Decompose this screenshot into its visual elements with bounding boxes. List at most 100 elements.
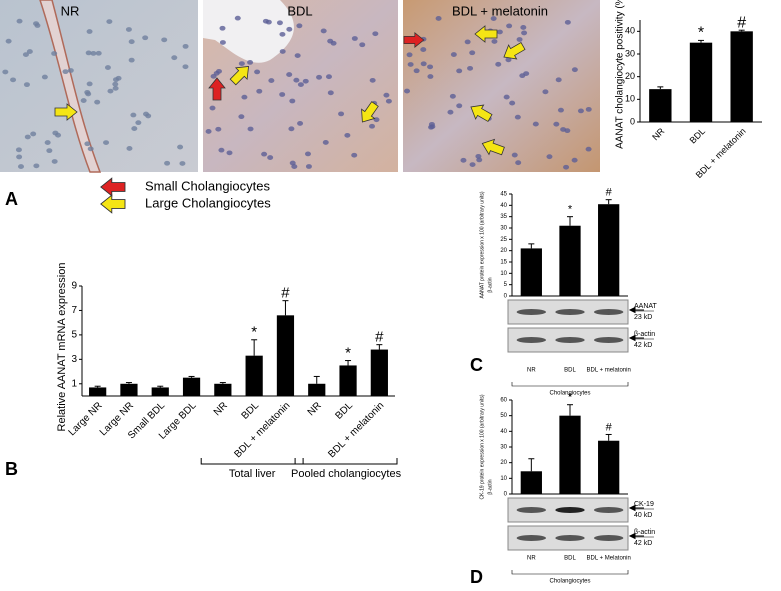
nucleus: [291, 164, 298, 169]
group-label: Cholangiocytes: [549, 391, 590, 397]
bar-label: #: [375, 329, 384, 346]
nucleus: [2, 69, 9, 75]
nucleus: [256, 88, 263, 94]
x-tick-label: NR: [527, 556, 536, 562]
arrow: [229, 65, 250, 86]
nucleus: [407, 62, 414, 67]
bar: [214, 383, 232, 396]
nucleus: [182, 43, 189, 49]
bar-label: *: [345, 345, 351, 362]
y-tick-label: 9: [71, 281, 77, 292]
blot-band: [516, 309, 547, 315]
nucleus: [296, 23, 303, 29]
nucleus: [115, 75, 122, 81]
nucleus: [460, 157, 467, 163]
nucleus: [125, 27, 132, 32]
bar: [276, 315, 295, 396]
nucleus: [143, 111, 150, 117]
bar: [120, 383, 138, 396]
bar: [559, 415, 581, 494]
bar: [245, 355, 263, 396]
blot-band: [593, 507, 624, 513]
nucleus: [503, 94, 510, 100]
bar: [559, 225, 581, 296]
bar: [520, 248, 542, 296]
nucleus: [428, 121, 435, 127]
group-bracket: [511, 382, 629, 387]
y-tick-label: 7: [71, 305, 77, 316]
y-tick-label: 20: [500, 248, 507, 254]
nucleus: [90, 51, 97, 56]
nucleus: [182, 64, 189, 70]
x-tick-label: BDL + Melatonin: [587, 556, 631, 562]
bar: [339, 365, 357, 396]
y-tick-label: 40: [625, 26, 635, 36]
nucleus: [563, 164, 570, 170]
y-tick-label: 40: [500, 429, 507, 435]
nucleus: [128, 39, 135, 45]
y-tick-label: 20: [625, 71, 635, 81]
y-tick-label: 30: [625, 48, 635, 58]
x-tick-label: BDL: [240, 400, 262, 422]
nucleus: [564, 128, 571, 134]
nucleus: [16, 154, 23, 160]
y-tick-label: 10: [625, 94, 635, 104]
arrow: [481, 138, 505, 156]
nucleus: [564, 19, 571, 25]
blot-label: 23 kD: [634, 314, 652, 321]
nucleus: [112, 81, 119, 87]
nucleus: [286, 26, 293, 32]
arrow: [403, 32, 425, 48]
blot-label: β-actin: [634, 331, 655, 338]
nucleus: [523, 71, 530, 76]
nucleus: [546, 154, 553, 160]
nucleus: [205, 129, 212, 134]
nucleus: [104, 65, 111, 70]
nucleus: [44, 140, 51, 145]
group-label: Pooled cholangiocytes: [291, 468, 402, 480]
blot-band: [593, 535, 624, 541]
nucleus: [16, 18, 23, 24]
y-axis-label: AANAT protein expression x 100 (arbitrar…: [479, 191, 485, 298]
bar: [520, 471, 542, 494]
nucleus: [406, 52, 413, 58]
nucleus: [514, 114, 521, 120]
nucleus: [475, 153, 482, 159]
arrow: [54, 103, 78, 121]
nucleus: [509, 100, 516, 106]
nucleus: [41, 74, 48, 80]
nucleus: [5, 38, 12, 44]
blot-label: 40 kD: [634, 512, 652, 519]
nucleus: [294, 53, 301, 58]
y-tick-label: 35: [500, 214, 507, 220]
nucleus: [126, 146, 133, 151]
nucleus: [286, 72, 293, 77]
x-tick-label: BDL + melatonin: [326, 400, 386, 460]
arrow: [208, 77, 226, 101]
nucleus: [268, 78, 275, 83]
nucleus: [279, 92, 286, 97]
blot-label: β-actin: [634, 529, 655, 536]
nucleus: [449, 93, 456, 99]
blot-band: [516, 507, 547, 513]
x-tick-label: NR: [212, 400, 230, 418]
x-tick-label: BDL + melatonin: [587, 368, 631, 374]
bar-label: *: [568, 204, 573, 216]
nucleus: [84, 89, 91, 95]
nucleus: [532, 121, 539, 127]
blot-band: [555, 507, 585, 513]
nucleus: [289, 98, 296, 104]
nucleus: [210, 73, 217, 79]
x-tick-label: NR: [650, 126, 667, 143]
nucleus: [234, 15, 241, 21]
nucleus: [15, 147, 22, 153]
nucleus: [511, 152, 518, 158]
nucleus: [22, 52, 29, 57]
blot-band: [555, 309, 585, 315]
nucleus: [521, 30, 528, 36]
nucleus: [571, 157, 578, 163]
arrow: [474, 25, 498, 43]
nucleus: [577, 108, 584, 114]
nucleus: [247, 126, 254, 132]
nucleus: [10, 77, 17, 83]
